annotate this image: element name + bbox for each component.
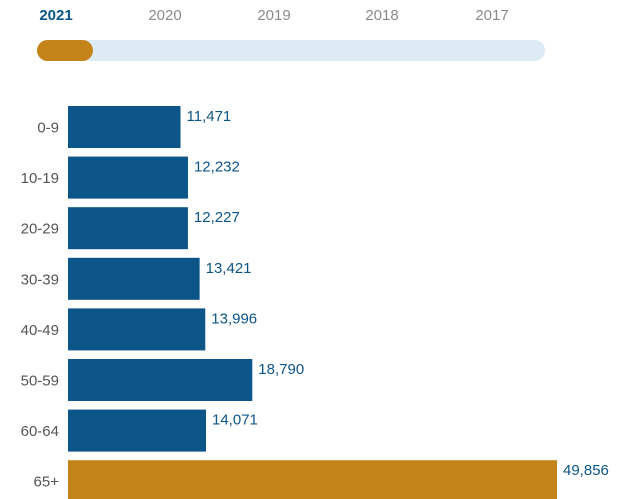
bar-65+[interactable]	[68, 460, 557, 499]
year-tab-2019[interactable]: 2019	[257, 7, 291, 24]
category-label-20-29: 20-29	[21, 221, 59, 238]
category-label-0-9: 0-9	[37, 120, 59, 137]
category-label-10-19: 10-19	[21, 170, 59, 187]
value-label-30-39: 13,421	[206, 260, 252, 277]
bar-30-39[interactable]	[68, 257, 200, 300]
value-label-60-64: 14,071	[212, 412, 258, 429]
value-label-20-29: 12,227	[194, 209, 240, 226]
year-tab-2017[interactable]: 2017	[475, 7, 509, 24]
value-label-65+: 49,856	[563, 462, 609, 479]
category-label-60-64: 60-64	[21, 423, 59, 440]
bar-20-29[interactable]	[68, 207, 188, 250]
age-group-bar-chart: 0-9 11,471 10-19 12,232 20-29 12,227 30-39 13,4…	[21, 106, 609, 499]
bar-60-64[interactable]	[68, 409, 207, 452]
bar-0-9[interactable]	[68, 106, 181, 148]
year-slider-track[interactable]	[37, 40, 545, 61]
year-tabs: 2021 2020 2019 2018 2017	[37, 0, 545, 32]
value-label-40-49: 13,996	[211, 310, 257, 327]
value-label-10-19: 12,232	[194, 159, 240, 176]
year-tab-2020[interactable]: 2020	[148, 7, 182, 24]
category-label-65+: 65+	[34, 474, 60, 491]
category-label-50-59: 50-59	[21, 373, 59, 390]
bar-40-49[interactable]	[68, 308, 206, 351]
category-label-30-39: 30-39	[21, 271, 59, 288]
year-slider-thumb[interactable]	[37, 40, 93, 61]
year-tab-2021[interactable]: 2021	[39, 7, 73, 24]
category-label-40-49: 40-49	[21, 322, 59, 339]
value-label-0-9: 11,471	[187, 108, 232, 125]
year-tab-2018[interactable]: 2018	[365, 7, 399, 24]
value-label-50-59: 18,790	[258, 361, 304, 378]
bar-50-59[interactable]	[68, 359, 253, 401]
bar-10-19[interactable]	[68, 156, 188, 199]
